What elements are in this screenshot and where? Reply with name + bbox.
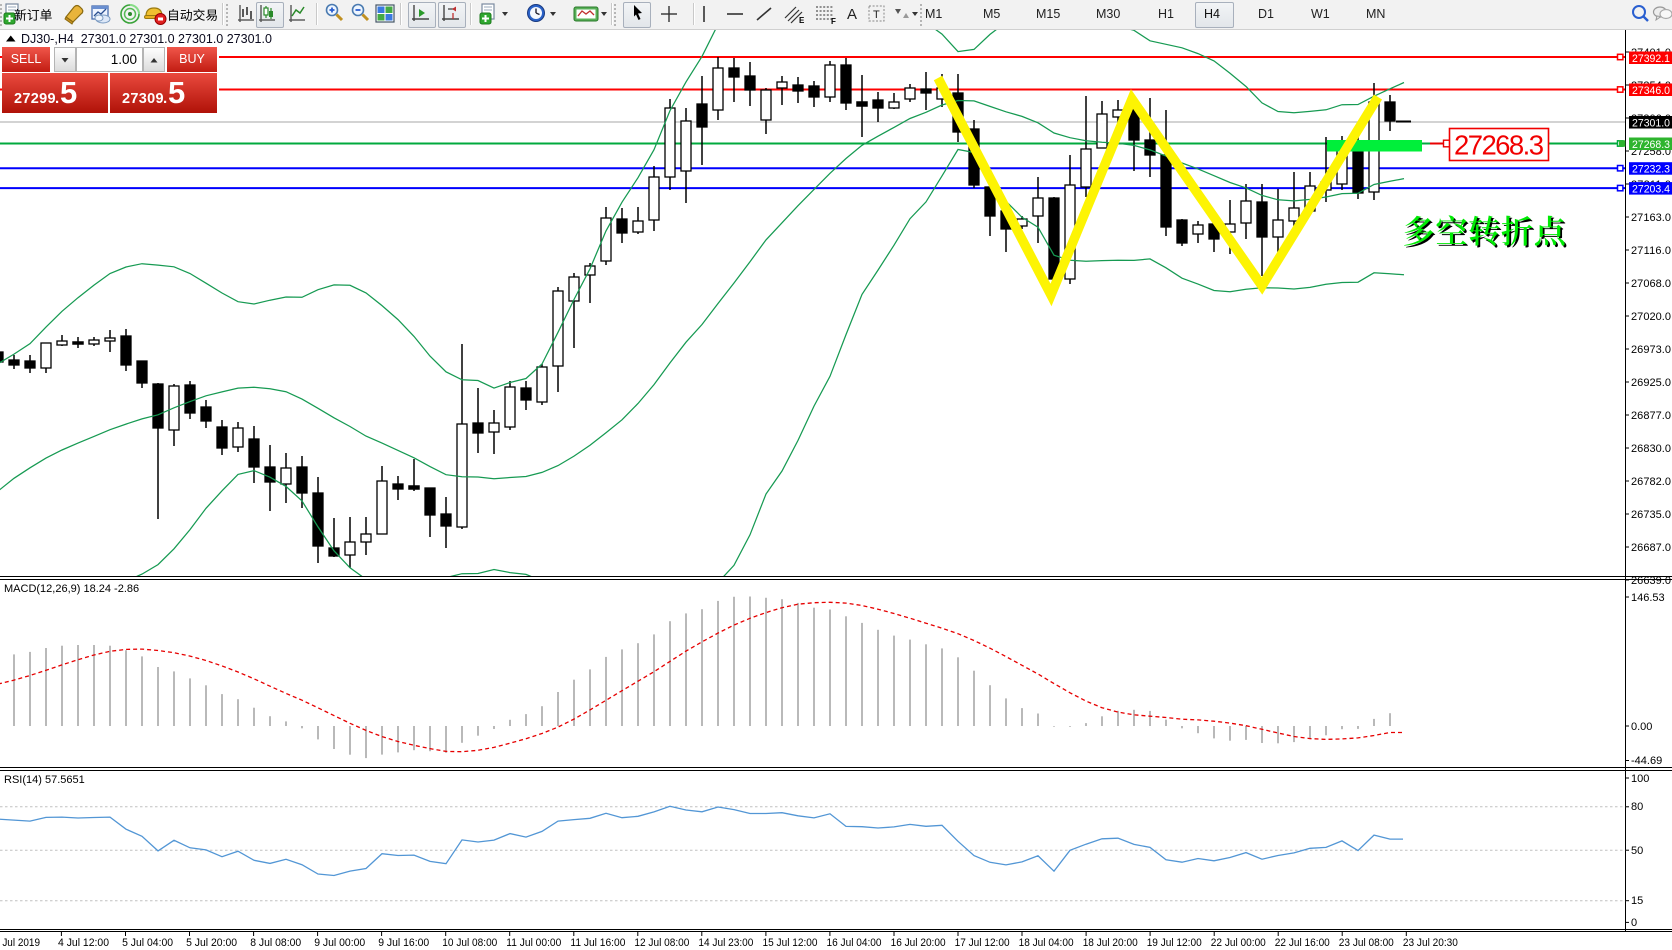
svg-text:T: T	[873, 9, 880, 21]
svg-text:15: 15	[1631, 895, 1643, 907]
svg-text:5 Jul 20:00: 5 Jul 20:00	[186, 937, 237, 949]
svg-text:27268.3: 27268.3	[1454, 130, 1544, 161]
svg-text:27116.0: 27116.0	[1631, 245, 1671, 257]
svg-text:5 Jul 04:00: 5 Jul 04:00	[122, 937, 173, 949]
svg-text:8 Jul 08:00: 8 Jul 08:00	[250, 937, 301, 949]
svg-text:0: 0	[1631, 917, 1637, 929]
svg-text:19 Jul 12:00: 19 Jul 12:00	[1147, 937, 1202, 949]
svg-text:E: E	[799, 16, 805, 25]
svg-text:22 Jul 16:00: 22 Jul 16:00	[1275, 937, 1330, 949]
svg-text:17 Jul 12:00: 17 Jul 12:00	[955, 937, 1010, 949]
svg-text:18 Jul 20:00: 18 Jul 20:00	[1083, 937, 1138, 949]
svg-text:11 Jul 16:00: 11 Jul 16:00	[570, 937, 625, 949]
svg-text:0.00: 0.00	[1631, 721, 1652, 733]
svg-text:27020.0: 27020.0	[1631, 311, 1671, 323]
svg-text:9 Jul 16:00: 9 Jul 16:00	[378, 937, 429, 949]
svg-text:26925.0: 26925.0	[1631, 377, 1671, 389]
svg-text:27392.1: 27392.1	[1632, 53, 1670, 65]
svg-text:26639.0: 26639.0	[1631, 575, 1671, 587]
svg-text:27232.3: 27232.3	[1632, 164, 1670, 176]
svg-text:12 Jul 08:00: 12 Jul 08:00	[634, 937, 689, 949]
svg-text:22 Jul 00:00: 22 Jul 00:00	[1211, 937, 1266, 949]
svg-text:27301.0: 27301.0	[1632, 118, 1670, 130]
svg-text:23 Jul 08:00: 23 Jul 08:00	[1339, 937, 1394, 949]
svg-text:80: 80	[1631, 801, 1643, 813]
svg-text:27268.3: 27268.3	[1632, 139, 1670, 151]
svg-text:18 Jul 04:00: 18 Jul 04:00	[1019, 937, 1074, 949]
svg-text:26830.0: 26830.0	[1631, 443, 1671, 455]
svg-text:26782.0: 26782.0	[1631, 476, 1671, 488]
svg-text:16 Jul 04:00: 16 Jul 04:00	[827, 937, 882, 949]
svg-text:16 Jul 20:00: 16 Jul 20:00	[891, 937, 946, 949]
svg-text:10 Jul 08:00: 10 Jul 08:00	[442, 937, 497, 949]
svg-text:F: F	[831, 17, 836, 25]
svg-text:MACD(12,26,9) 18.24 -2.86: MACD(12,26,9) 18.24 -2.86	[4, 583, 139, 595]
svg-text:26687.0: 26687.0	[1631, 542, 1671, 554]
svg-text:146.53: 146.53	[1631, 592, 1665, 604]
svg-text:RSI(14) 57.5651: RSI(14) 57.5651	[4, 774, 85, 786]
svg-text:14 Jul 23:00: 14 Jul 23:00	[698, 937, 753, 949]
svg-text:27163.0: 27163.0	[1631, 212, 1671, 224]
svg-text:-44.69: -44.69	[1631, 755, 1662, 767]
svg-text:15 Jul 12:00: 15 Jul 12:00	[763, 937, 818, 949]
svg-text:11 Jul 00:00: 11 Jul 00:00	[506, 937, 561, 949]
svg-text:50: 50	[1631, 845, 1643, 857]
svg-text:26877.0: 26877.0	[1631, 410, 1671, 422]
svg-text:23 Jul 20:30: 23 Jul 20:30	[1403, 937, 1458, 949]
svg-text:26973.0: 26973.0	[1631, 344, 1671, 356]
svg-text:A: A	[847, 6, 857, 23]
svg-text:DJ30-,H4 27301.0 27301.0 2730: DJ30-,H4 27301.0 27301.0 27301.0 27301.0	[21, 32, 272, 46]
svg-text:27068.0: 27068.0	[1631, 278, 1671, 290]
svg-text:3 Jul 2019: 3 Jul 2019	[0, 937, 40, 949]
svg-text:100: 100	[1631, 773, 1649, 785]
svg-text:9 Jul 00:00: 9 Jul 00:00	[314, 937, 365, 949]
svg-text:26735.0: 26735.0	[1631, 509, 1671, 521]
svg-text:4 Jul 12:00: 4 Jul 12:00	[58, 937, 109, 949]
svg-text:27346.0: 27346.0	[1632, 85, 1670, 97]
svg-text:27203.4: 27203.4	[1632, 184, 1670, 196]
